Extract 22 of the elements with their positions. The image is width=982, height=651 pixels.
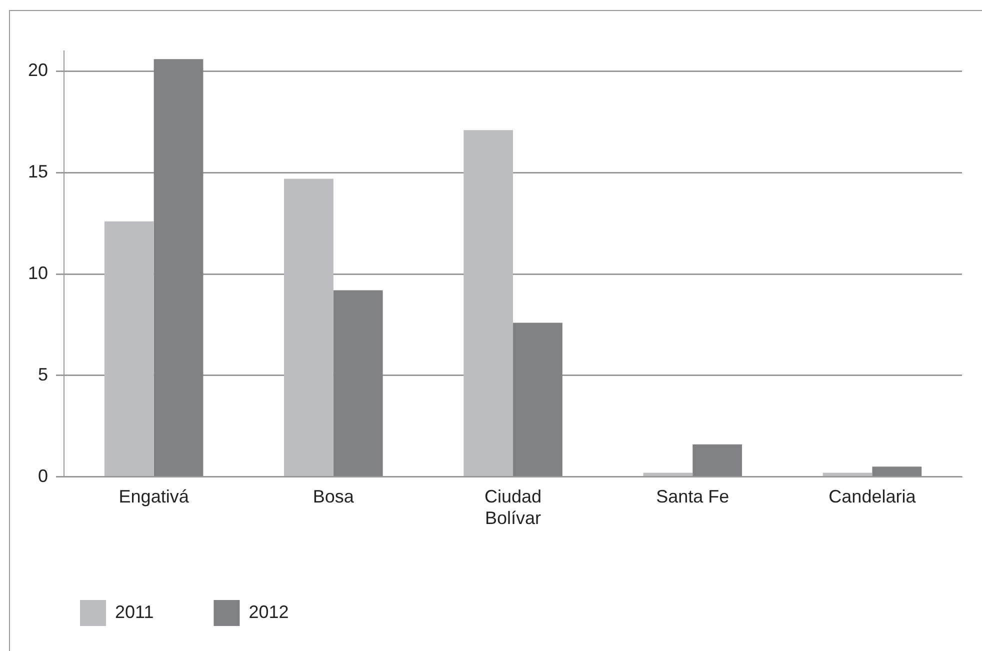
bar bbox=[822, 472, 872, 476]
bar bbox=[464, 130, 514, 476]
bar bbox=[284, 178, 334, 476]
y-tick-label: 0 bbox=[38, 466, 48, 486]
y-tick-label: 20 bbox=[28, 60, 48, 80]
y-tick-label: 15 bbox=[28, 162, 48, 182]
x-tick-label: Bosa bbox=[312, 486, 355, 507]
y-tick-label: 5 bbox=[38, 364, 48, 384]
bar bbox=[692, 444, 742, 476]
x-tick-label: Candelaria bbox=[828, 486, 917, 507]
x-tick-label: Engativá bbox=[118, 486, 190, 507]
bar bbox=[872, 466, 922, 476]
bar bbox=[333, 290, 383, 476]
legend-label: 2011 bbox=[115, 602, 154, 622]
x-tick-label: Ciudad Bolívar bbox=[484, 486, 542, 528]
y-tick-label: 10 bbox=[28, 263, 48, 284]
bar bbox=[643, 472, 693, 476]
bar bbox=[154, 59, 204, 476]
bar bbox=[513, 322, 562, 476]
bar bbox=[104, 221, 154, 476]
legend-label: 2012 bbox=[248, 602, 289, 622]
x-tick-label: Santa Fe bbox=[656, 486, 730, 507]
